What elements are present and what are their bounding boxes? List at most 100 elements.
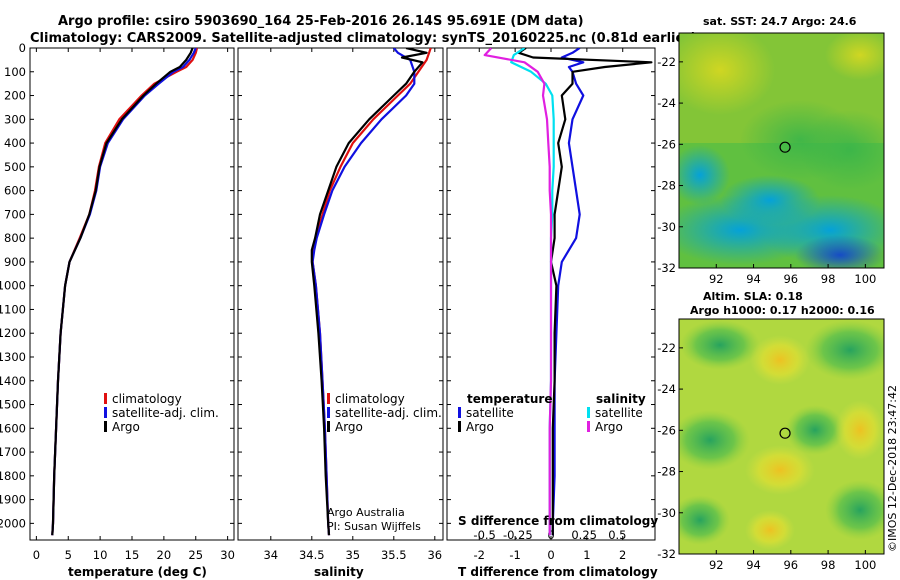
legend-t-argo-label: Argo bbox=[466, 420, 494, 434]
depth-tick-label: 0 bbox=[19, 41, 26, 55]
top-x-tick-label: 0.5 bbox=[608, 528, 626, 542]
legend-t-argo-swatch bbox=[458, 421, 461, 432]
map-x-tick-label: 98 bbox=[821, 558, 836, 572]
depth-tick-label: 1100 bbox=[0, 302, 26, 316]
depth-tick-label: 1700 bbox=[0, 445, 26, 459]
x-tick-label: 0 bbox=[33, 548, 40, 562]
difference-xlabel: T difference from climatology bbox=[458, 565, 658, 579]
series-line-satellite-adj-clim- bbox=[51, 48, 197, 536]
depth-tick-label: 1000 bbox=[0, 279, 26, 293]
x-tick-label: 2 bbox=[619, 548, 626, 562]
temperature-legend-climatology-label: climatology bbox=[112, 392, 182, 406]
top-x-tick-label: -0.25 bbox=[503, 528, 533, 542]
map-y-tick-label: -30 bbox=[657, 506, 676, 520]
legend-t-satellite-swatch bbox=[458, 407, 461, 418]
x-tick-label: 30 bbox=[220, 548, 235, 562]
salinity-panel bbox=[237, 47, 444, 541]
difference-legend: temperature salinity satellite Argo sate… bbox=[458, 392, 646, 434]
credit-argo-australia: Argo Australia bbox=[327, 506, 405, 519]
series-line-climatology bbox=[51, 48, 199, 536]
depth-tick-label: 1600 bbox=[0, 421, 26, 435]
sst-map bbox=[679, 33, 884, 268]
sla-map-frame bbox=[678, 318, 885, 555]
salinity-legend-satellite-swatch bbox=[327, 407, 330, 418]
depth-tick-label: 1200 bbox=[0, 326, 26, 340]
map-y-tick-label: -24 bbox=[657, 382, 676, 396]
salinity-legend-climatology-label: climatology bbox=[335, 392, 405, 406]
map-y-tick-label: -32 bbox=[657, 547, 676, 561]
depth-tick-label: 800 bbox=[4, 231, 26, 245]
temperature-legend: climatology satellite-adj. clim. Argo bbox=[104, 392, 219, 434]
x-tick-label: -2 bbox=[474, 548, 485, 562]
map-y-tick-label: -26 bbox=[657, 137, 676, 151]
depth-tick-label: 500 bbox=[4, 160, 26, 174]
temperature-legend-argo-label: Argo bbox=[112, 420, 140, 434]
map-x-tick-label: 100 bbox=[854, 272, 876, 286]
salinity-legend-argo-label: Argo bbox=[335, 420, 363, 434]
x-tick-label: 36 bbox=[427, 548, 442, 562]
map-x-tick-label: 92 bbox=[709, 272, 724, 286]
legend-title-salinity: salinity bbox=[596, 392, 646, 406]
x-tick-label: 10 bbox=[93, 548, 108, 562]
depth-tick-label: 900 bbox=[4, 255, 26, 269]
salinity-legend-satellite-label: satellite-adj. clim. bbox=[335, 406, 442, 420]
series-line-argo bbox=[51, 48, 194, 536]
temperature-legend-satellite-label: satellite-adj. clim. bbox=[112, 406, 219, 420]
temperature-series bbox=[51, 48, 199, 536]
x-tick-label: 5 bbox=[65, 548, 72, 562]
map-x-tick-label: 100 bbox=[854, 558, 876, 572]
sla-map-ticks: 92 94 96 98 100 -22 -24 -26 -28 -30 -32 bbox=[657, 341, 876, 572]
x-tick-label: -1 bbox=[509, 548, 520, 562]
depth-tick-label: 2000 bbox=[0, 516, 26, 530]
map-x-tick-label: 92 bbox=[709, 558, 724, 572]
x-tick-label: 34 bbox=[263, 548, 278, 562]
series-line-temperature-argo bbox=[517, 48, 653, 536]
temperature-legend-argo-swatch bbox=[104, 421, 107, 432]
map-x-tick-label: 96 bbox=[783, 558, 798, 572]
map-y-tick-label: -24 bbox=[657, 96, 676, 110]
sla-argo-location-marker bbox=[779, 427, 791, 439]
sst-argo-location-marker bbox=[779, 141, 791, 153]
series-line-satellite-adj-clim- bbox=[311, 48, 416, 536]
title-line-1: Argo profile: csiro 5903690_164 25-Feb-2… bbox=[58, 14, 584, 29]
difference-top-xlabel: S difference from climatology bbox=[458, 514, 658, 528]
depth-tick-label: 300 bbox=[4, 112, 26, 126]
legend-s-argo-label: Argo bbox=[595, 420, 623, 434]
x-tick-label: 1 bbox=[583, 548, 590, 562]
sst-map-frame bbox=[678, 32, 885, 269]
depth-tick-label: 1800 bbox=[0, 469, 26, 483]
temperature-legend-satellite-swatch bbox=[104, 407, 107, 418]
depth-tick-label: 1300 bbox=[0, 350, 26, 364]
map-x-tick-label: 94 bbox=[746, 272, 761, 286]
salinity-series bbox=[310, 48, 432, 536]
top-x-tick-label: -0.5 bbox=[473, 528, 495, 542]
depth-tick-label: 200 bbox=[4, 89, 26, 103]
temperature-panel bbox=[29, 47, 235, 541]
difference-series bbox=[483, 48, 653, 536]
depth-tick-label: 1500 bbox=[0, 398, 26, 412]
sst-map-ticks: 92 94 96 98 100 -22 -24 -26 -28 -30 -32 bbox=[657, 55, 876, 286]
temperature-xlabel: temperature (deg C) bbox=[68, 565, 207, 579]
map-x-tick-label: 98 bbox=[821, 272, 836, 286]
series-line-climatology bbox=[311, 48, 432, 536]
map-y-tick-label: -22 bbox=[657, 341, 676, 355]
depth-tick-label: 600 bbox=[4, 184, 26, 198]
depth-tick-label: 1900 bbox=[0, 493, 26, 507]
legend-title-temperature: temperature bbox=[467, 392, 552, 406]
series-line-argo bbox=[310, 48, 428, 536]
depth-tick-label: 700 bbox=[4, 207, 26, 221]
title-line-2: Climatology: CARS2009. Satellite-adjuste… bbox=[30, 31, 697, 46]
legend-s-satellite-label: satellite bbox=[595, 406, 643, 420]
legend-s-argo-swatch bbox=[587, 421, 590, 432]
sla-map-title-1: Altim. SLA: 0.18 bbox=[703, 290, 803, 303]
x-tick-label: 15 bbox=[125, 548, 140, 562]
x-tick-label: 0 bbox=[547, 548, 554, 562]
series-line-salinity-argo bbox=[483, 48, 553, 536]
series-line-temperature-satellite bbox=[551, 48, 585, 536]
map-y-tick-label: -28 bbox=[657, 179, 676, 193]
depth-tick-label: 1400 bbox=[0, 374, 26, 388]
credit-pi: PI: Susan Wijffels bbox=[327, 520, 421, 533]
imos-credit: ©IMOS 12-Dec-2018 23:47:42 bbox=[886, 385, 899, 552]
x-tick-label: 20 bbox=[157, 548, 172, 562]
salinity-x-ticks: 34 34.5 35 35.5 36 bbox=[263, 48, 442, 562]
